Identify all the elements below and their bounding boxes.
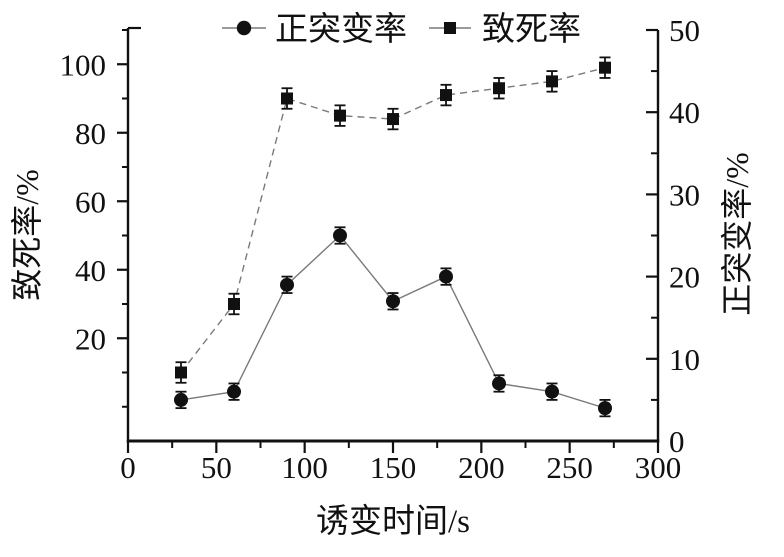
right-tick-label: 30 [669, 177, 700, 212]
data-point-circle-icon [492, 376, 506, 391]
axis-titles: 诱变时间/s 致死率/% 正突变率/% [9, 152, 755, 540]
series-positive-mutation-rate [174, 226, 612, 418]
data-point-square-icon [440, 89, 452, 102]
right-axis-title: 正突变率/% [719, 152, 755, 316]
x-tick-label: 50 [201, 450, 232, 485]
axes-spines [126, 26, 660, 443]
right-tick-label: 20 [669, 260, 700, 295]
x-tick-label: 250 [546, 450, 593, 485]
axis-ticks [117, 28, 660, 453]
data-point-circle-icon [598, 401, 612, 416]
legend-square-marker-icon [444, 22, 456, 34]
series-lethality-rate [175, 56, 611, 384]
series-line-lethality-rate [180, 66, 606, 373]
left-tick-label: 40 [75, 253, 106, 288]
legend-circle-marker-icon [236, 20, 252, 36]
legend-label: 致死率 [482, 11, 581, 48]
x-tick-label: 200 [458, 450, 505, 485]
x-axis-title: 诱变时间/s [316, 503, 470, 540]
data-point-square-icon [493, 82, 505, 95]
left-tick-label: 100 [60, 47, 107, 82]
left-axis-title: 致死率/% [9, 169, 45, 301]
legend-item-positive-mutation-rate: 正突变率 [222, 11, 407, 48]
legend-item-lethality-rate: 致死率 [429, 11, 581, 48]
series-line-positive-mutation-rate [180, 234, 606, 409]
right-tick-label: 50 [669, 13, 700, 48]
left-tick-label: 20 [75, 321, 106, 356]
legend-label: 正突变率 [275, 11, 407, 48]
x-tick-label: 300 [635, 450, 682, 485]
right-tick-label: 40 [669, 95, 700, 130]
data-point-square-icon [599, 61, 611, 74]
data-point-circle-icon [227, 384, 241, 399]
data-point-circle-icon [174, 392, 188, 407]
left-tick-label: 80 [75, 116, 106, 151]
right-tick-label: 0 [669, 424, 685, 459]
axis-tick-labels: 0 50 100 150 200 250 300 20 40 60 80 100 0 10 20 30 40 50 [60, 13, 701, 485]
data-point-square-icon [546, 75, 558, 88]
x-tick-label: 0 [120, 450, 136, 485]
data-point-square-icon [175, 366, 187, 379]
data-point-circle-icon [545, 384, 559, 399]
data-point-square-icon [281, 92, 293, 105]
data-point-circle-icon [439, 269, 453, 284]
left-tick-label: 60 [75, 184, 106, 219]
data-point-circle-icon [386, 294, 400, 309]
data-point-square-icon [228, 298, 240, 310]
legend: 正突变率 致死率 [222, 11, 581, 48]
data-point-square-icon [334, 109, 346, 122]
data-point-circle-icon [333, 228, 347, 243]
data-point-circle-icon [280, 277, 294, 292]
right-tick-label: 10 [669, 342, 700, 377]
data-point-square-icon [387, 113, 399, 126]
x-tick-label: 100 [281, 450, 328, 485]
x-tick-label: 150 [370, 450, 417, 485]
